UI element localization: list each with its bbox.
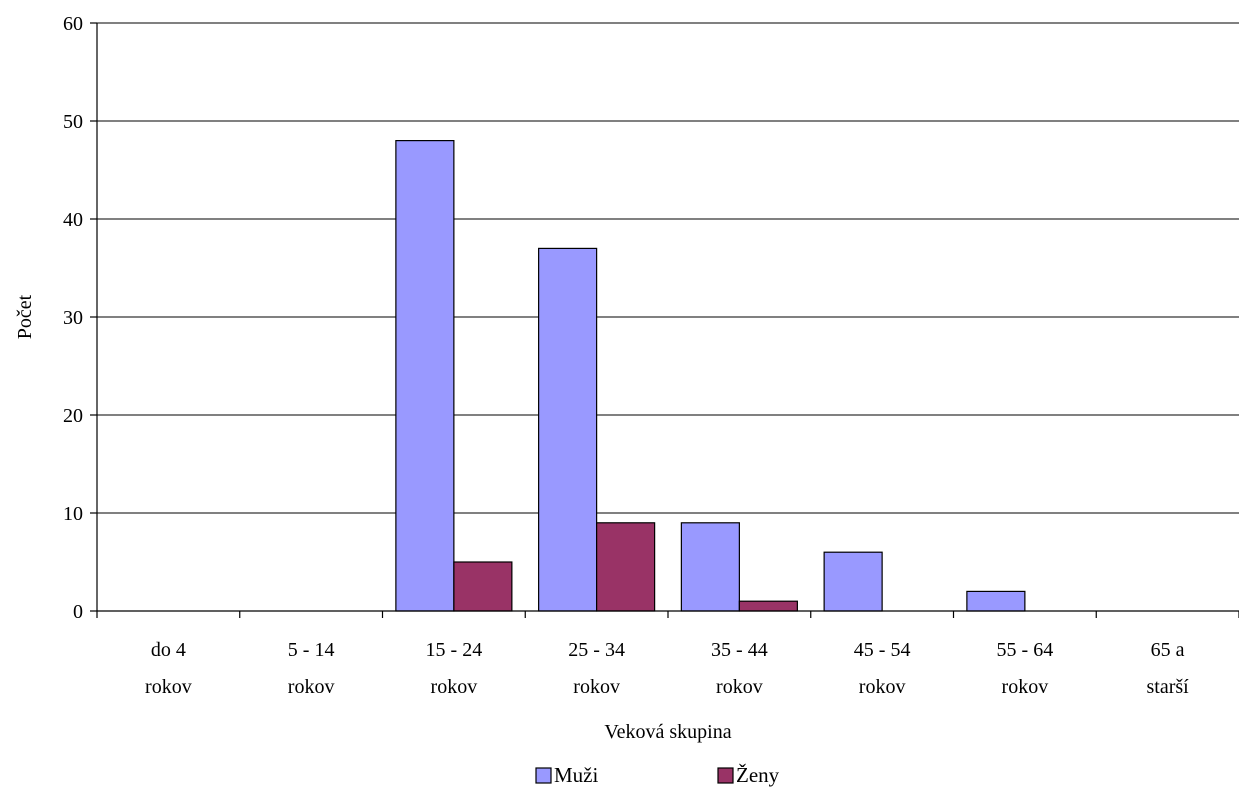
y-tick-label: 10 — [63, 503, 83, 525]
x-tick-label: 35 - 44 rokov — [711, 639, 768, 698]
x-tick-label: do 4 rokov — [145, 639, 192, 698]
y-tick-label: 40 — [63, 209, 83, 231]
legend-label-ženy: Ženy — [736, 763, 780, 787]
bar-ženy-4 — [738, 600, 798, 612]
gridlines — [97, 22, 1239, 514]
y-tick-label: 60 — [63, 13, 83, 35]
legend-swatch-ženy — [717, 767, 734, 784]
x-axis-title: Veková skupina — [604, 721, 731, 743]
x-tick-label: 5 - 14 rokov — [288, 639, 335, 698]
x-tick-labels: do 4 rokov 5 - 14 rokov 15 - 24 rokov 25 - 34 r… — [145, 639, 1189, 698]
y-tick-labels: 0 10 20 30 40 50 60 — [63, 13, 83, 623]
x-tick-label: 15 - 24 rokov — [426, 639, 483, 698]
y-tick-label: 30 — [63, 307, 83, 329]
bar-ženy-2 — [453, 561, 513, 612]
bar-muži-2 — [395, 140, 455, 612]
x-tick-label: 65 a starší — [1147, 639, 1190, 698]
x-tick-label: 25 - 34 rokov — [568, 639, 625, 698]
y-tick-label: 0 — [73, 601, 83, 623]
legend: Muži Ženy — [535, 763, 780, 787]
bar-muži-6 — [966, 590, 1026, 612]
legend-label-muži: Muži — [554, 763, 598, 787]
bar-muži-4 — [680, 522, 740, 612]
bars — [395, 140, 1026, 612]
legend-swatch-muži — [535, 767, 552, 784]
axes — [90, 22, 1239, 618]
bar-muži-3 — [538, 247, 598, 612]
y-tick-label: 20 — [63, 405, 83, 427]
x-tick-label: 45 - 54 rokov — [854, 639, 911, 698]
y-axis-title: Počet — [14, 294, 36, 339]
y-tick-label: 50 — [63, 111, 83, 133]
bar-ženy-3 — [596, 522, 656, 612]
x-tick-label: 55 - 64 rokov — [997, 639, 1054, 698]
bar-muži-5 — [823, 551, 883, 612]
